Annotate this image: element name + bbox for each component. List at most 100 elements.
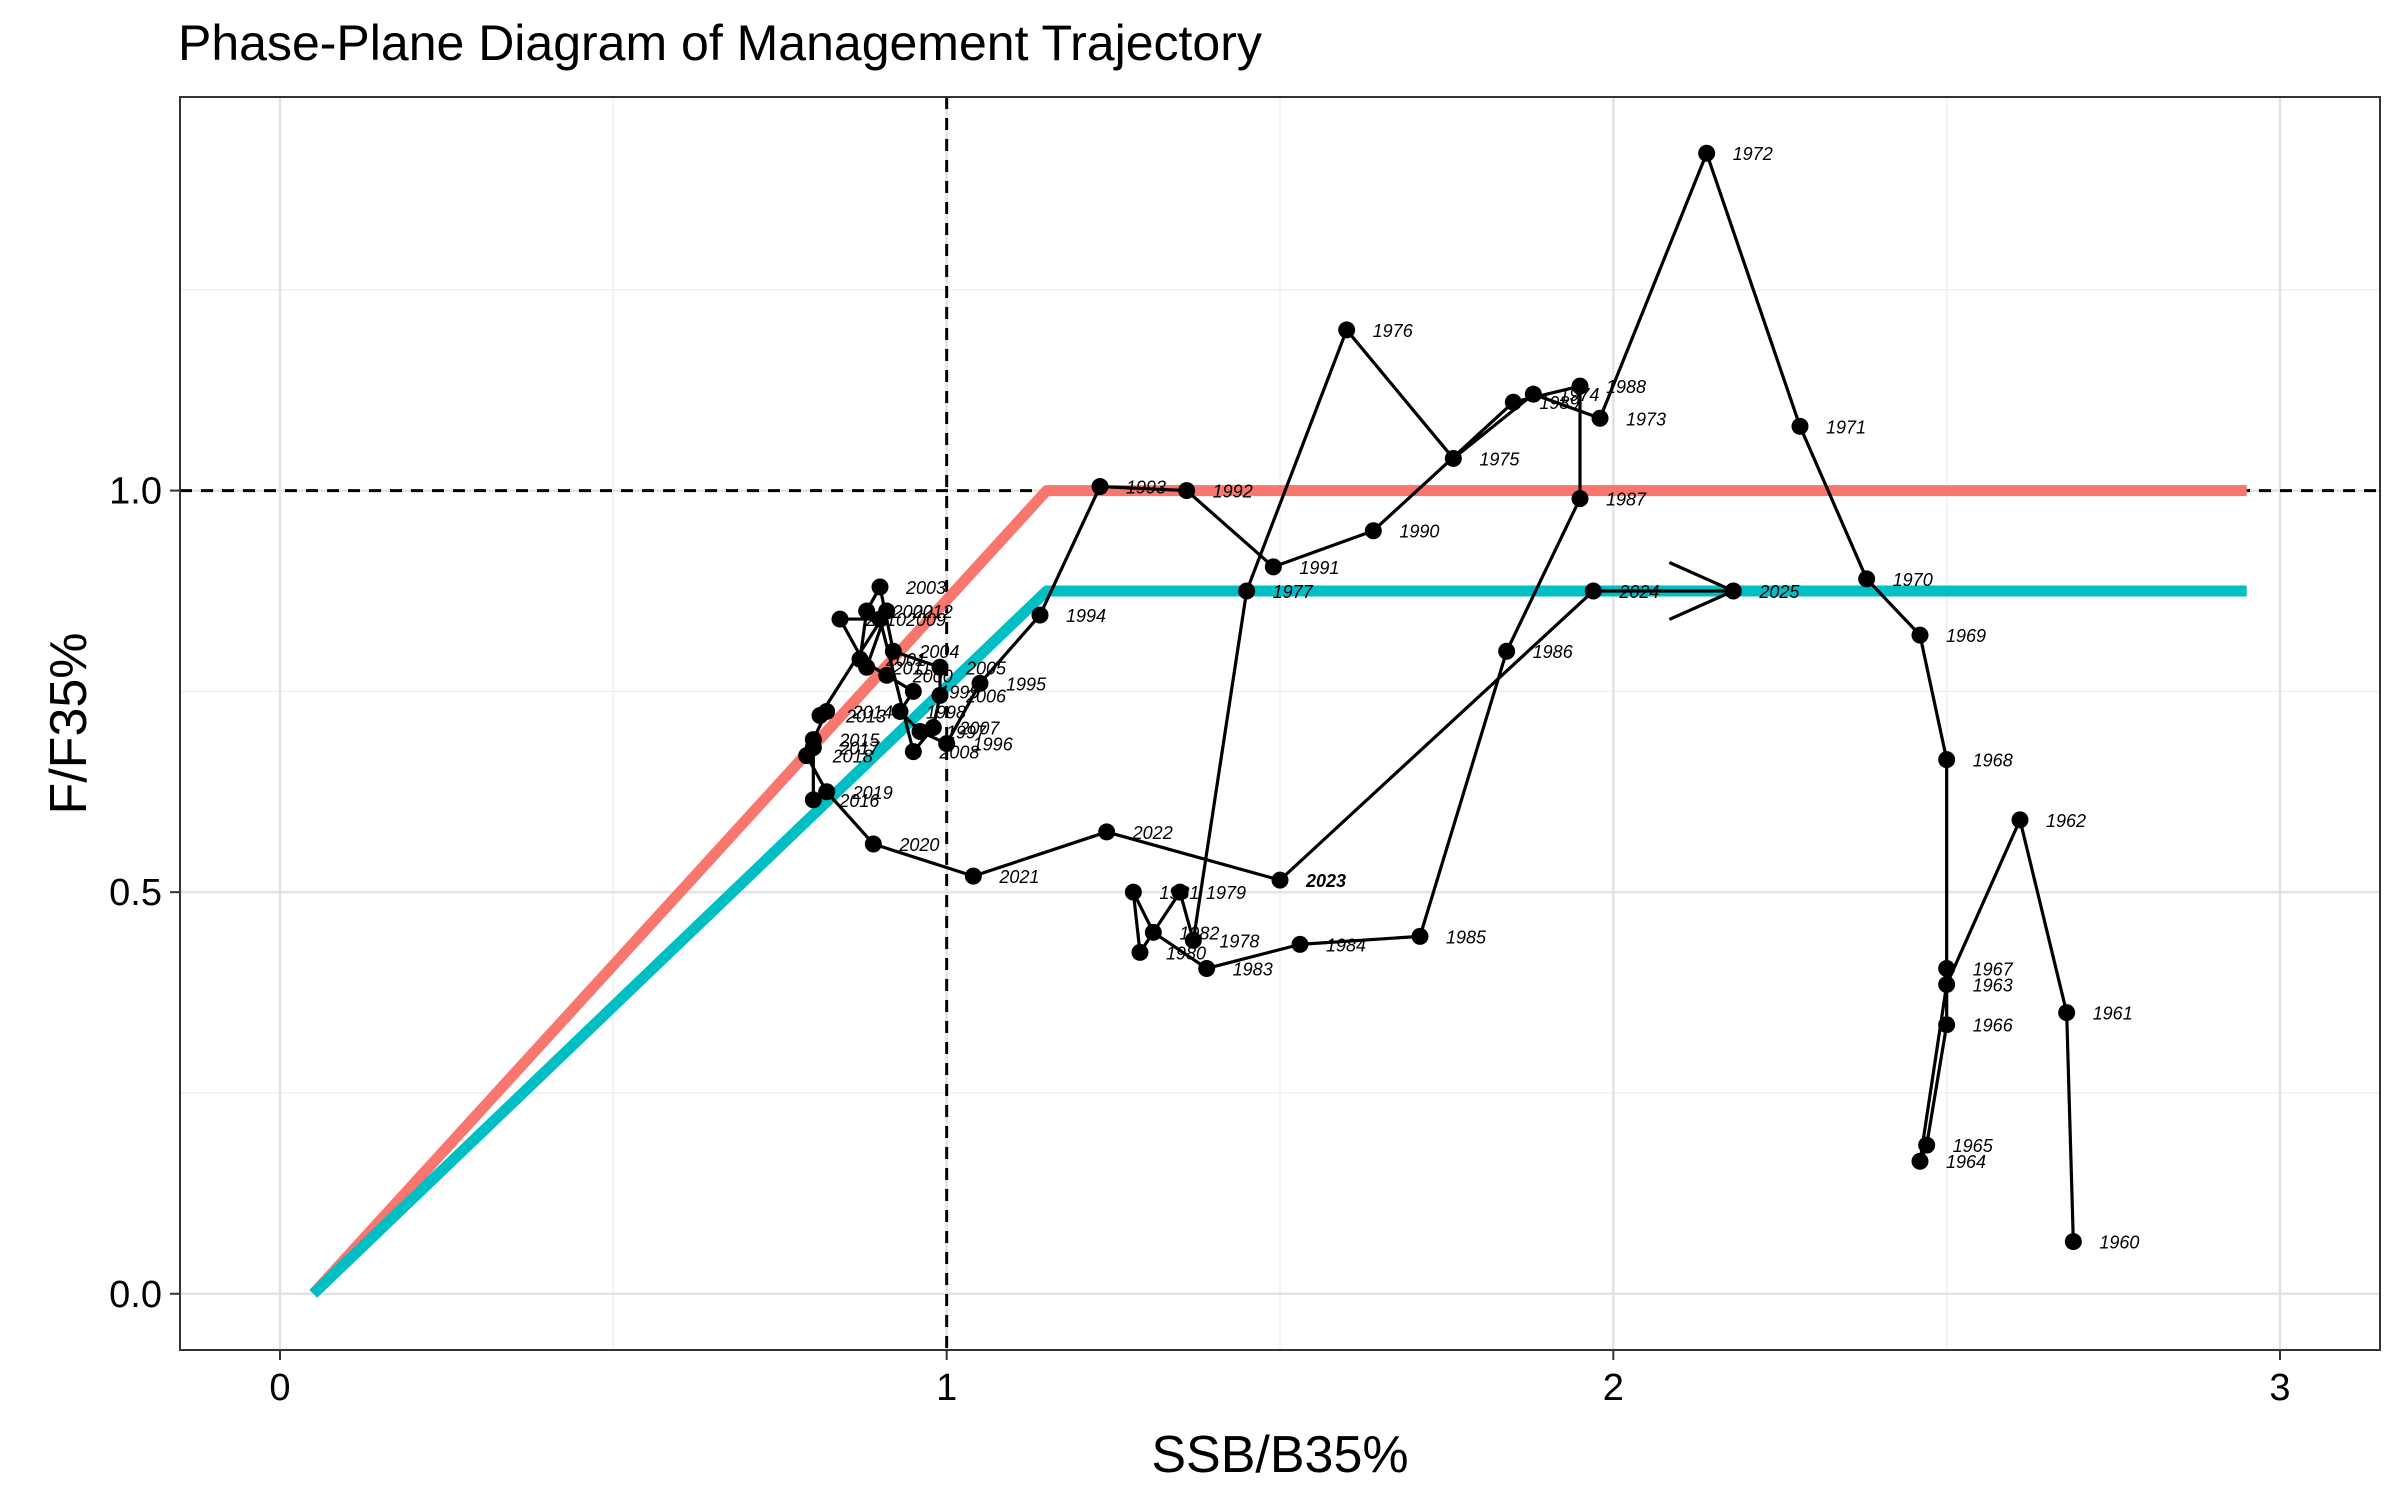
point-1991: [1264, 558, 1282, 576]
point-1963: [1938, 976, 1956, 994]
label-2024: 2024: [1618, 582, 1659, 602]
point-1983: [1198, 959, 1216, 977]
label-1963: 1963: [1973, 976, 2013, 996]
label-2011: 2011: [892, 658, 932, 678]
label-2010: 2010: [865, 610, 906, 630]
point-1964: [1911, 1152, 1929, 1170]
point-2016: [804, 791, 822, 809]
y-tick-label: 1.0: [109, 471, 162, 513]
point-1989: [1504, 393, 1522, 411]
label-1979: 1979: [1206, 883, 1246, 903]
point-2005: [931, 658, 949, 676]
point-1984: [1291, 935, 1309, 953]
point-1970: [1858, 570, 1876, 588]
x-axis-title: SSB/B35%: [1151, 1426, 1408, 1484]
point-1968: [1938, 751, 1956, 769]
label-2008: 2008: [938, 743, 979, 763]
point-2021: [964, 867, 982, 885]
label-1992: 1992: [1213, 482, 1253, 502]
label-1966: 1966: [1973, 1016, 2014, 1036]
point-1994: [1031, 606, 1049, 624]
axes: 0 1 2 3 0.0 0.5 1.0: [109, 471, 2290, 1409]
label-2014: 2014: [852, 702, 893, 722]
label-2019: 2019: [852, 783, 893, 803]
point-1999: [904, 682, 922, 700]
trajectory-points: [798, 144, 2082, 1251]
point-1982: [1144, 923, 1162, 941]
label-2001: 2001: [885, 650, 926, 670]
label-1990: 1990: [1399, 522, 1439, 542]
point-2006: [931, 686, 949, 704]
point-1987: [1571, 490, 1589, 508]
point-1981: [1124, 883, 1142, 901]
label-2006: 2006: [965, 686, 1007, 706]
point-2022: [1098, 823, 1116, 841]
label-2023: 2023: [1305, 871, 1346, 891]
x-tick-label: 2: [1603, 1367, 1624, 1409]
label-2025: 2025: [1758, 582, 1800, 602]
label-2016: 2016: [838, 791, 880, 811]
point-1996: [938, 735, 956, 753]
panel-border: [179, 96, 2381, 1351]
label-1971: 1971: [1826, 417, 1866, 437]
label-1994: 1994: [1066, 606, 1106, 626]
label-2018: 2018: [832, 747, 873, 767]
x-tick-label: 0: [269, 1367, 290, 1409]
label-1980: 1980: [1166, 943, 1206, 963]
point-2004: [884, 642, 902, 660]
point-1961: [2058, 1004, 2076, 1022]
point-1971: [1791, 417, 1809, 435]
label-1974: 1974: [1559, 385, 1599, 405]
point-1985: [1411, 927, 1429, 945]
label-2002: 2002: [892, 602, 933, 622]
point-2002: [858, 602, 876, 620]
point-2000: [878, 666, 896, 684]
label-2015: 2015: [838, 731, 880, 751]
x-tick-label: 3: [2269, 1367, 2290, 1409]
label-1989: 1989: [1539, 393, 1579, 413]
label-1977: 1977: [1273, 582, 1314, 602]
point-1972: [1698, 144, 1716, 162]
control-rules: [309, 485, 2247, 1298]
point-1979: [1171, 883, 1189, 901]
point-2023: [1271, 871, 1289, 889]
point-1973: [1591, 409, 1609, 427]
label-1986: 1986: [1533, 642, 1574, 662]
point-2010: [831, 610, 849, 628]
label-1969: 1969: [1946, 626, 1986, 646]
point-1986: [1498, 642, 1516, 660]
point-1969: [1911, 626, 1929, 644]
label-2000: 2000: [912, 666, 953, 686]
grid: [180, 97, 2380, 1350]
point-1966: [1938, 1016, 1956, 1034]
label-1987: 1987: [1606, 490, 1647, 510]
point-2019: [818, 783, 836, 801]
point-1990: [1364, 522, 1382, 540]
label-1991: 1991: [1299, 558, 1339, 578]
point-1978: [1184, 931, 1202, 949]
label-1996: 1996: [973, 735, 1014, 755]
label-1982: 1982: [1179, 923, 1219, 943]
point-2008: [904, 743, 922, 761]
point-1976: [1338, 321, 1356, 339]
y-tick-label: 0.0: [109, 1274, 162, 1316]
point-2011: [858, 658, 876, 676]
label-2021: 2021: [998, 867, 1039, 887]
label-1981: 1981: [1159, 883, 1199, 903]
point-1962: [2011, 811, 2029, 829]
point-2014: [818, 702, 836, 720]
label-2007: 2007: [958, 719, 1000, 739]
label-1978: 1978: [1219, 931, 1259, 951]
chart-title: Phase-Plane Diagram of Management Trajec…: [178, 15, 1262, 71]
label-1976: 1976: [1373, 321, 1414, 341]
x-tick-label: 1: [936, 1367, 957, 1409]
point-2024: [1584, 582, 1602, 600]
point-1965: [1918, 1136, 1936, 1154]
control-rule-2: [309, 585, 2247, 1298]
point-1993: [1091, 478, 1109, 496]
label-1967: 1967: [1973, 959, 2014, 979]
label-2012: 2012: [912, 602, 953, 622]
point-1997: [911, 723, 929, 741]
